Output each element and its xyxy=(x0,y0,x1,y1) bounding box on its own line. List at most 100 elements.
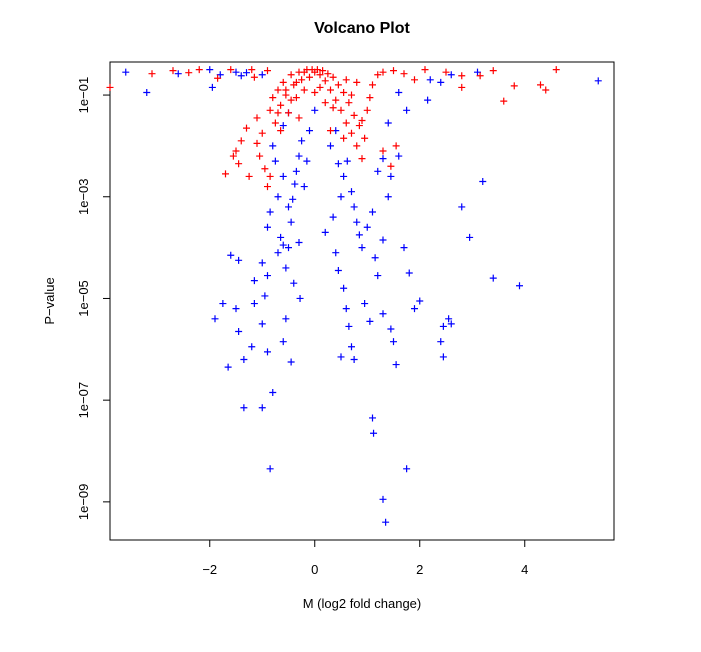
data-point xyxy=(321,77,329,85)
data-point xyxy=(348,188,355,196)
data-point xyxy=(458,83,466,91)
data-point xyxy=(295,114,303,122)
data-point xyxy=(345,322,353,330)
data-point xyxy=(295,239,303,247)
data-point xyxy=(342,119,350,127)
y-axis: 1e−01 1e−03 1e−05 1e−07 1e−09 xyxy=(76,77,111,521)
data-point xyxy=(277,127,285,135)
data-point xyxy=(366,94,374,102)
data-point xyxy=(390,338,397,346)
data-point xyxy=(316,71,324,79)
x-tick-label: 4 xyxy=(521,562,528,577)
data-point xyxy=(269,94,277,102)
data-point xyxy=(342,76,350,84)
data-point xyxy=(424,96,432,104)
data-point xyxy=(269,389,277,397)
data-point xyxy=(370,429,378,437)
data-point xyxy=(250,73,258,81)
data-point xyxy=(411,76,418,84)
data-point xyxy=(350,203,358,211)
data-point xyxy=(542,86,550,94)
data-point xyxy=(353,142,361,150)
data-points xyxy=(106,66,602,526)
data-point xyxy=(266,106,274,114)
data-point xyxy=(350,111,358,119)
data-point xyxy=(237,137,245,145)
data-point xyxy=(274,86,282,94)
data-point xyxy=(289,195,297,203)
data-point xyxy=(279,172,287,180)
data-point xyxy=(295,152,303,160)
data-point xyxy=(374,272,382,280)
data-point xyxy=(300,183,308,191)
data-point xyxy=(292,78,300,86)
data-point xyxy=(219,300,227,308)
data-point xyxy=(458,72,466,80)
data-point xyxy=(306,73,313,81)
data-point xyxy=(258,259,266,267)
data-point xyxy=(282,315,290,323)
data-point xyxy=(235,160,243,168)
x-axis: −2 0 2 4 xyxy=(202,539,528,577)
data-point xyxy=(195,66,203,74)
data-point xyxy=(232,68,240,76)
data-point xyxy=(258,404,266,412)
data-point xyxy=(256,152,264,160)
data-point xyxy=(379,155,387,163)
data-point xyxy=(296,294,304,302)
data-point xyxy=(285,109,292,117)
data-point xyxy=(387,172,395,180)
data-point xyxy=(355,122,363,130)
data-point xyxy=(279,241,287,249)
data-point xyxy=(594,77,602,85)
data-point xyxy=(316,83,324,91)
data-point xyxy=(279,338,287,346)
data-point xyxy=(411,305,418,313)
y-tick-label: 1e−01 xyxy=(76,77,91,114)
data-point xyxy=(447,320,455,328)
data-point xyxy=(447,71,455,79)
plot-frame xyxy=(109,61,615,541)
data-point xyxy=(392,142,400,150)
data-point xyxy=(282,86,290,94)
data-point xyxy=(274,193,282,201)
data-point xyxy=(340,89,348,97)
y-tick-label: 1e−05 xyxy=(76,280,91,317)
data-point xyxy=(379,236,387,244)
data-point xyxy=(271,119,279,127)
data-point xyxy=(277,233,285,241)
data-point xyxy=(342,305,350,313)
data-point xyxy=(384,119,392,127)
data-point xyxy=(479,178,487,185)
y-tick-label: 1e−03 xyxy=(76,178,91,215)
data-point xyxy=(248,66,256,74)
data-point xyxy=(374,167,382,175)
data-point xyxy=(361,134,369,142)
data-point xyxy=(232,147,240,155)
data-point xyxy=(489,67,497,75)
data-point xyxy=(500,97,508,105)
data-point xyxy=(237,72,245,80)
data-point xyxy=(248,343,256,351)
data-point xyxy=(337,193,345,201)
data-point xyxy=(353,218,361,226)
data-point xyxy=(300,86,308,94)
data-point xyxy=(266,208,274,216)
data-point xyxy=(358,116,366,124)
data-point xyxy=(311,89,319,97)
data-point xyxy=(390,67,397,75)
data-point xyxy=(271,157,279,165)
data-point xyxy=(353,78,361,86)
data-point xyxy=(245,172,253,180)
data-point xyxy=(340,172,348,180)
data-point xyxy=(337,106,345,114)
data-point xyxy=(298,137,306,145)
data-point xyxy=(332,96,340,104)
data-point xyxy=(287,96,295,104)
data-point xyxy=(253,139,261,147)
data-point xyxy=(445,315,453,323)
data-point xyxy=(361,300,369,308)
data-point xyxy=(279,78,287,86)
y-tick-label: 1e−09 xyxy=(76,484,91,521)
data-point xyxy=(279,122,287,130)
